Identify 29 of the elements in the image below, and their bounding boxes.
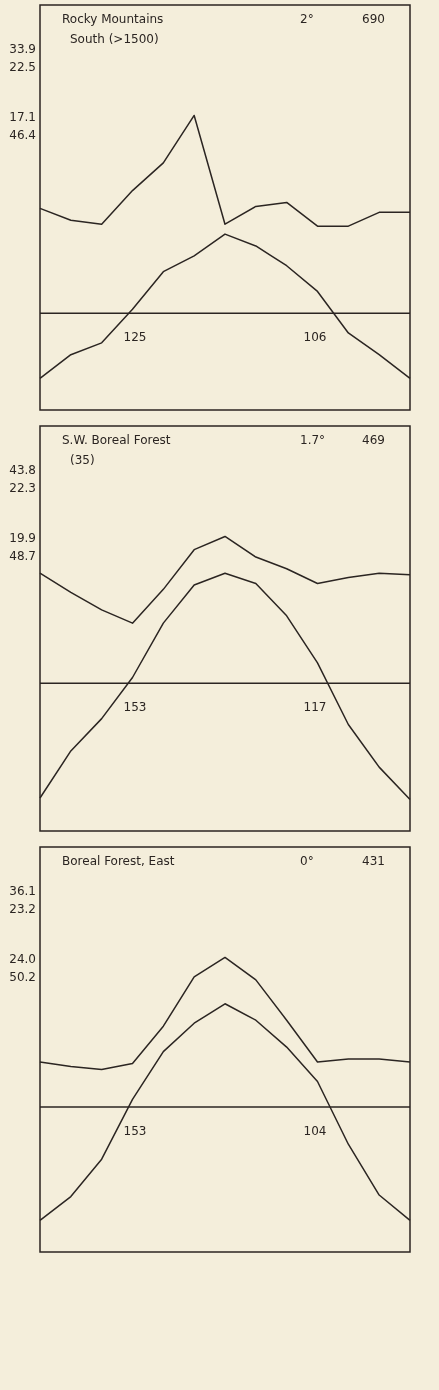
text: 19.9 (9, 531, 36, 545)
chart-subtitle: (35) (70, 453, 95, 467)
text: 33.9 (9, 42, 36, 56)
text: 23.2 (9, 902, 36, 916)
text: 22.5 (9, 60, 36, 74)
text: 431 (362, 854, 385, 868)
annotation: 104 (303, 1123, 327, 1138)
annotation: 153 (123, 1123, 147, 1138)
text: 43.8 (9, 463, 36, 477)
text: 690 (362, 12, 385, 26)
chart-title: S.W. Boreal Forest (62, 433, 171, 447)
text: 0° (300, 854, 314, 868)
text: 469 (362, 433, 385, 447)
chart-title: Boreal Forest, East (62, 854, 175, 868)
chart-subtitle: South (>1500) (70, 32, 159, 46)
annotation: 125 (123, 330, 147, 345)
text: 48.7 (9, 549, 36, 563)
annotation: 117 (303, 700, 327, 715)
text: 46.4 (9, 128, 36, 142)
annotation: 153 (123, 700, 147, 715)
text: 2° (300, 12, 314, 26)
text: 36.1 (9, 884, 36, 898)
text: 50.2 (9, 970, 36, 984)
text: 1.7° (300, 433, 326, 447)
chart-title: Rocky Mountains (62, 12, 164, 26)
text: 24.0 (9, 952, 36, 966)
text: 22.3 (9, 481, 36, 495)
annotation: 106 (303, 330, 327, 345)
text: 17.1 (9, 110, 36, 124)
